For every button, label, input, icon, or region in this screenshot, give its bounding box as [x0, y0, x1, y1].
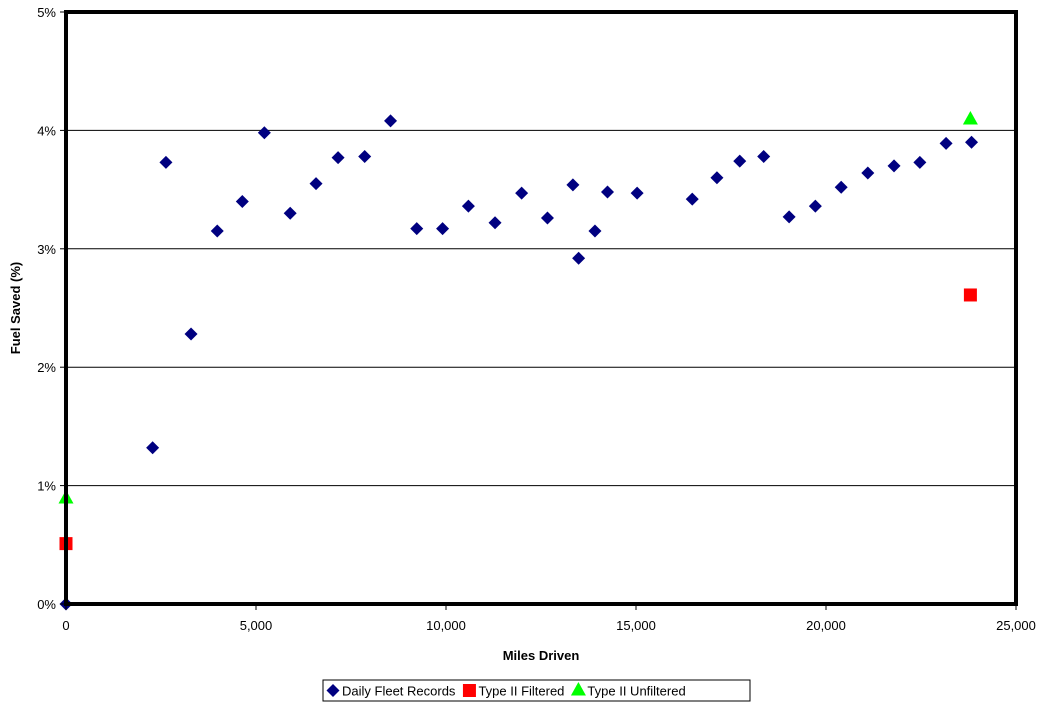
y-tick-label: 5% [37, 5, 56, 20]
diamond-data-point [601, 185, 614, 199]
x-tick-label: 20,000 [806, 618, 846, 633]
diamond-data-point [436, 222, 450, 236]
legend-triangle-swatch [570, 682, 586, 696]
diamond-data-point [146, 441, 160, 455]
diamond-data-point [939, 136, 953, 150]
diamond-data-point [834, 180, 848, 194]
diamond-data-point [410, 222, 424, 236]
x-tick-label: 15,000 [616, 618, 656, 633]
data-points [58, 111, 979, 611]
diamond-data-point [159, 155, 173, 169]
diamond-data-point [572, 251, 586, 265]
diamond-data-point [358, 149, 372, 163]
diamond-data-point [566, 178, 580, 192]
x-tick-label: 10,000 [426, 618, 466, 633]
diamond-data-point [733, 154, 747, 168]
diamond-data-point [331, 151, 345, 165]
y-axis-title: Fuel Saved (%) [8, 262, 23, 354]
x-axis-title: Miles Driven [503, 648, 580, 663]
diamond-data-point [257, 126, 271, 140]
x-tick-label: 5,000 [240, 618, 273, 633]
diamond-data-point [515, 186, 529, 200]
diamond-data-point [461, 199, 475, 213]
diamond-data-point [283, 206, 297, 220]
diamond-data-point [540, 211, 554, 225]
diamond-data-point [488, 216, 502, 230]
legend-entry-label: Type II Filtered [478, 684, 564, 699]
y-tick-label: 1% [37, 479, 56, 494]
diamond-data-point [757, 149, 771, 163]
diamond-data-point [630, 186, 644, 200]
diamond-data-point [861, 166, 875, 180]
legend-square-swatch [462, 684, 476, 697]
diamond-data-point [184, 327, 198, 341]
diamond-data-point [710, 171, 724, 185]
legend-diamond-swatch [326, 684, 340, 697]
diamond-data-point [913, 155, 927, 169]
plot-area-frame [64, 10, 1018, 606]
tick-labels: 0% 1% 2% 3% 4% 5% 0 5,000 10,000 15,000 20,000 25,0… [37, 5, 1036, 633]
diamond-data-point [887, 159, 901, 173]
diamond-data-point [384, 114, 398, 128]
diamond-data-point [210, 224, 224, 238]
legend: Daily Fleet Records Type II Filtered Type … [322, 679, 751, 702]
grid-lines [66, 129, 1016, 487]
y-tick-label: 0% [37, 597, 56, 612]
diamond-data-point [808, 199, 822, 213]
diamond-data-point [685, 192, 699, 206]
triangle-data-point [962, 111, 978, 125]
square-data-point [963, 288, 977, 302]
diamond-data-point [235, 194, 249, 208]
diamond-data-point [782, 210, 796, 224]
x-tick-label: 25,000 [996, 618, 1036, 633]
diamond-data-point [588, 224, 602, 238]
y-tick-label: 2% [37, 360, 56, 375]
diamond-data-point [965, 135, 979, 149]
legend-entry-label: Daily Fleet Records [342, 684, 456, 699]
y-tick-label: 4% [37, 123, 56, 138]
diamond-data-point [309, 177, 323, 191]
legend-box [322, 679, 751, 702]
x-tick-label: 0 [62, 618, 69, 633]
y-tick-label: 3% [37, 242, 56, 257]
legend-entry-label: Type II Unfiltered [587, 684, 685, 699]
